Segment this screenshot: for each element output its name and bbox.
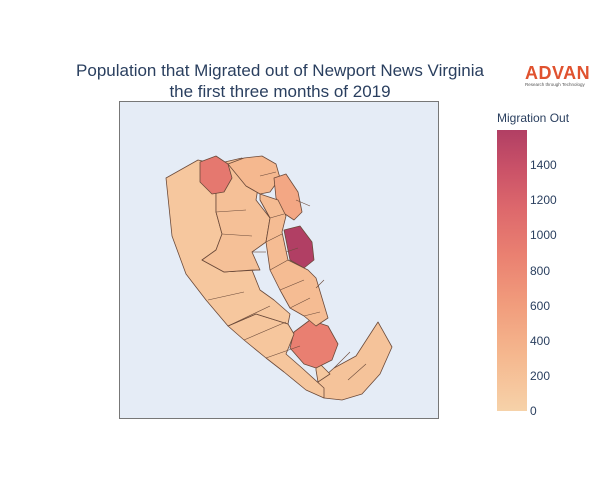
tract-boundary-line (265, 233, 283, 243)
tract-boundary-line (221, 233, 253, 237)
tract-boundary-line (295, 199, 311, 207)
tract-lower-tip[interactable] (317, 321, 393, 401)
chart-title-line-2: the first three months of 2019 (169, 82, 391, 101)
tract-boundary-line (315, 279, 325, 289)
colorbar-tick-label: 1000 (530, 228, 557, 243)
colorbar-tick-label: 0 (530, 404, 537, 418)
colorbar-tick-label: 600 (530, 298, 551, 313)
colorbar-tick-label: 400 (530, 333, 551, 348)
tract-boundary-line (269, 259, 289, 271)
tract-boundary-line (269, 213, 285, 219)
tract-boundary-line (303, 311, 321, 317)
colorbar-tick-label: 1400 (530, 158, 557, 173)
tract-boundary-line (245, 185, 261, 195)
tract-boundary-line (259, 171, 277, 177)
tract-boundary-line (223, 269, 261, 273)
tract-boundary-line (289, 297, 311, 309)
tract-boundary-line (279, 279, 305, 291)
tract-boundary-line (207, 291, 245, 301)
tract-boundary-line (347, 363, 367, 381)
colorbar-tick-label: 800 (530, 263, 551, 278)
colorbar-title: Migration Out (497, 111, 570, 125)
tract-boundary-line (215, 209, 247, 213)
chart-title-line-1: Population that Migrated out of Newport … (76, 61, 484, 80)
tract-south-highlight[interactable] (289, 319, 339, 369)
map-area[interactable] (119, 101, 439, 419)
tract-boundary-line (333, 351, 351, 369)
tract-central-dense[interactable] (259, 193, 329, 327)
logo-tagline: Research through Technology (525, 82, 585, 87)
tract-northwest-highlight[interactable] (199, 155, 233, 195)
tract-boundary-line (285, 247, 299, 253)
colorbar-tick-label: 1200 (530, 193, 557, 208)
colorbar-tick-label: 200 (530, 368, 551, 383)
tract-boundary-line (227, 305, 271, 327)
chart-title: Population that Migrated out of Newport … (20, 60, 540, 102)
tract-center-max[interactable] (283, 225, 315, 269)
map-svg[interactable] (120, 102, 438, 418)
tract-boundary-line (265, 345, 301, 359)
logo-brand-text: ADVAN (525, 63, 591, 83)
tract-boundary-line (259, 199, 271, 219)
tract-boundary-line (243, 321, 287, 341)
colorbar (497, 130, 527, 411)
advan-logo: ADVAN Research through Technology (525, 64, 593, 94)
